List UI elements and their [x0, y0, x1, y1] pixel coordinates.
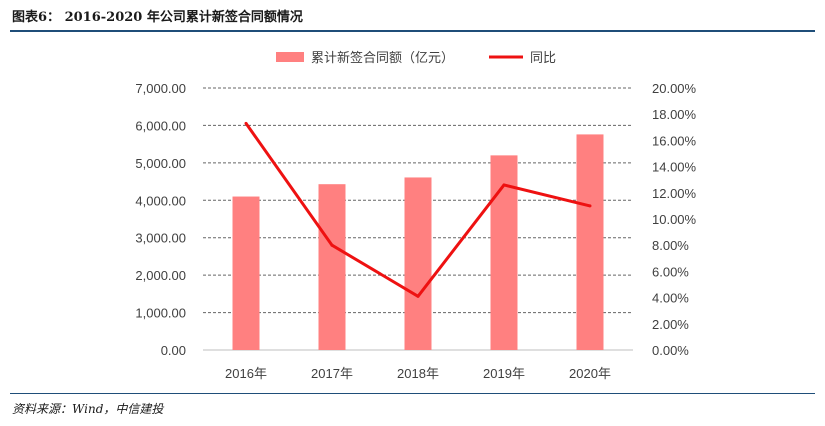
left-tick-label: 7,000.00 [135, 81, 186, 96]
left-axis-ticks: 0.00 1,000.00 2,000.00 3,000.00 4,000.00 5,00… [135, 81, 186, 358]
right-tick-label: 16.00% [652, 133, 697, 148]
right-tick-label: 0.00% [652, 343, 689, 358]
x-tick-label: 2017年 [311, 366, 353, 381]
right-tick-label: 20.00% [652, 81, 697, 96]
bar-series [232, 134, 604, 350]
left-tick-label: 6,000.00 [135, 118, 186, 133]
left-tick-label: 5,000.00 [135, 156, 186, 171]
right-tick-label: 6.00% [652, 264, 689, 279]
bar [232, 196, 260, 350]
left-tick-label: 1,000.00 [135, 306, 186, 321]
source-rule [10, 393, 815, 394]
left-tick-label: 4,000.00 [135, 193, 186, 208]
legend: 累计新签合同额（亿元） 同比 [276, 50, 556, 65]
x-axis-ticks: 2016年 2017年 2018年 2019年 2020年 [225, 366, 611, 381]
right-tick-label: 12.00% [652, 186, 697, 201]
x-tick-label: 2018年 [397, 366, 439, 381]
right-tick-label: 10.00% [652, 212, 697, 227]
right-axis-ticks: 0.00% 2.00% 4.00% 6.00% 8.00% 10.00% 12.00% 14.… [652, 81, 697, 358]
line-point [330, 243, 334, 247]
left-tick-label: 3,000.00 [135, 231, 186, 246]
title-rule [10, 30, 815, 32]
line-point [502, 183, 506, 187]
chart: 0.00 1,000.00 2,000.00 3,000.00 4,000.00 5,00… [135, 50, 697, 381]
line-point [416, 294, 420, 298]
legend-label-line: 同比 [530, 50, 556, 65]
bar [318, 184, 346, 350]
bar [576, 134, 604, 350]
right-tick-label: 2.00% [652, 317, 689, 332]
bar [404, 177, 432, 350]
figure-title: 图表6： 2016-2020 年公司累计新签合同额情况 [12, 10, 303, 25]
line-series [244, 121, 592, 298]
legend-label-bar: 累计新签合同额（亿元） [311, 50, 454, 65]
x-tick-label: 2019年 [483, 366, 525, 381]
right-tick-label: 8.00% [652, 238, 689, 253]
left-tick-label: 2,000.00 [135, 268, 186, 283]
right-tick-label: 4.00% [652, 291, 689, 306]
legend-swatch-bar [276, 52, 304, 62]
line-point [244, 121, 248, 125]
x-tick-label: 2020年 [569, 366, 611, 381]
x-tick-label: 2016年 [225, 366, 267, 381]
right-tick-label: 18.00% [652, 107, 697, 122]
source-note: 资料来源：Wind，中信建投 [12, 402, 164, 416]
line-point [588, 204, 592, 208]
right-tick-label: 14.00% [652, 160, 697, 175]
left-tick-label: 0.00 [161, 343, 186, 358]
